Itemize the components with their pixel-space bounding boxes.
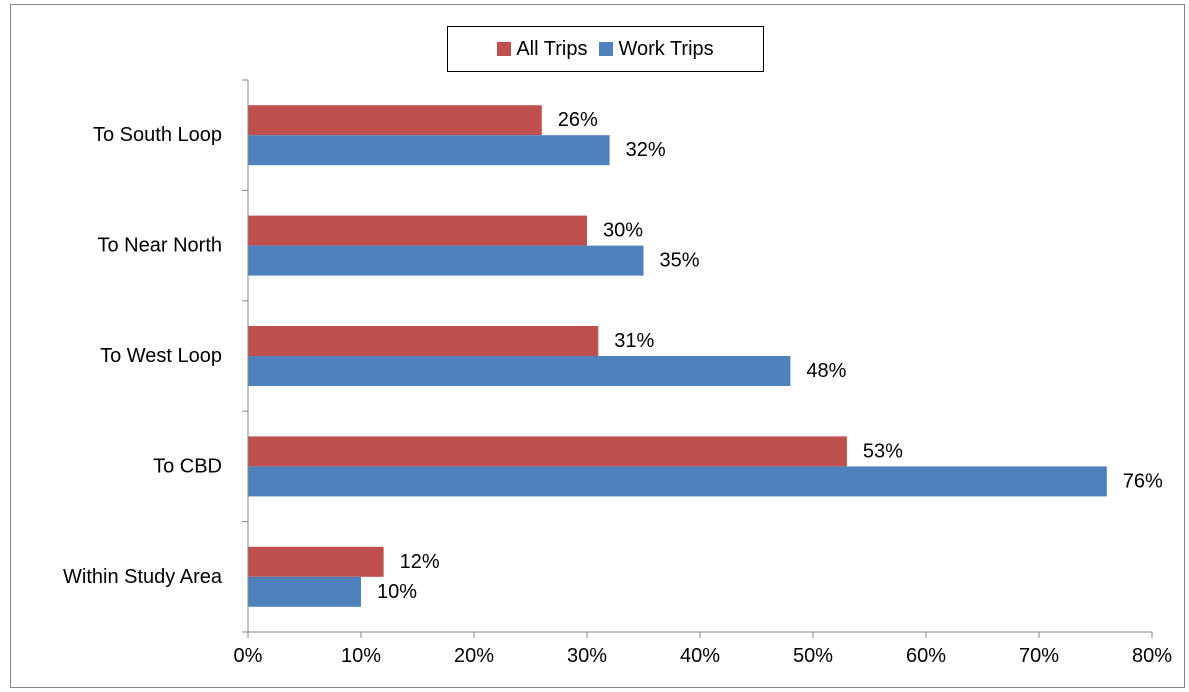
data-label: 35% — [660, 250, 700, 272]
all-trips-bar — [248, 546, 384, 577]
data-label: 12% — [400, 551, 440, 573]
x-tick-label: 30% — [567, 645, 607, 667]
category-label: To CBD — [153, 455, 222, 477]
work-trips-bar — [248, 466, 1107, 497]
legend-label-all-trips: All Trips — [516, 37, 588, 60]
data-label: 32% — [626, 139, 666, 161]
work-trips-bar — [248, 245, 644, 276]
work-trips-swatch — [599, 42, 614, 56]
legend-item-work-trips: Work Trips — [599, 37, 714, 61]
x-tick-label: 20% — [454, 645, 494, 667]
x-tick-label: 50% — [793, 645, 833, 667]
work-trips-bar — [248, 356, 791, 386]
data-label: 10% — [377, 581, 417, 603]
x-tick-label: 80% — [1132, 645, 1172, 667]
category-label: To Near North — [98, 235, 223, 257]
x-tick-label: 70% — [1019, 645, 1059, 667]
category-label: To South Loop — [93, 124, 222, 146]
data-label: 30% — [603, 220, 643, 242]
data-label: 48% — [806, 360, 846, 382]
data-label: 26% — [558, 109, 598, 131]
legend-label-work-trips: Work Trips — [618, 37, 714, 60]
legend: All Trips Work Trips — [447, 26, 764, 72]
x-tick-label: 40% — [680, 645, 720, 667]
all-trips-swatch — [497, 42, 512, 56]
category-label: Within Study Area — [63, 566, 223, 588]
all-trips-bar — [248, 215, 587, 246]
x-tick-label: 10% — [341, 645, 381, 667]
all-trips-bar — [248, 105, 542, 136]
x-tick-label: 60% — [906, 645, 946, 667]
data-label: 76% — [1123, 470, 1163, 492]
all-trips-bar — [248, 326, 599, 356]
data-label: 53% — [863, 440, 903, 462]
legend-item-all-trips: All Trips — [497, 38, 587, 61]
data-label: 31% — [614, 330, 654, 352]
work-trips-bar — [248, 135, 610, 166]
all-trips-bar — [248, 436, 847, 467]
category-label: To West Loop — [100, 345, 222, 367]
x-tick-label: 0% — [234, 645, 263, 667]
work-trips-bar — [248, 576, 361, 607]
